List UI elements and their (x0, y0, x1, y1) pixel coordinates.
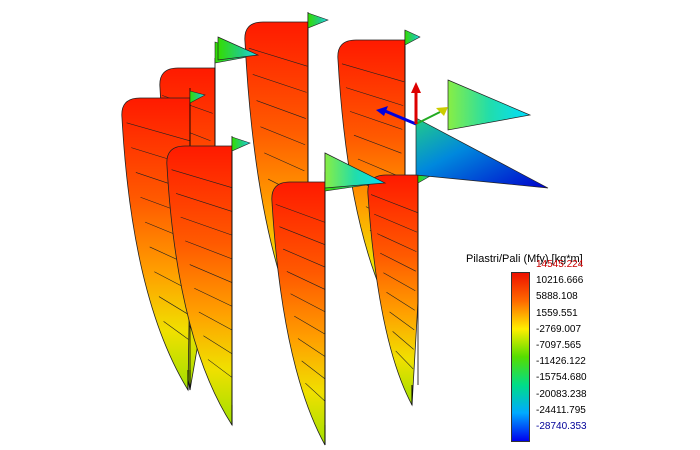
y-axis-arrowhead-icon (436, 107, 448, 116)
legend-title: Pilastri/Pali (Mfy) [kg*m] (466, 253, 583, 265)
legend-value-label: -20083.238 (536, 388, 587, 400)
x-axis-arrowhead-icon (376, 106, 388, 116)
column-moment-diagrams (121, 12, 549, 446)
legend-value-label: -24411.795 (536, 404, 586, 416)
moment-flag (324, 152, 387, 189)
column-diagram[interactable] (166, 136, 251, 427)
legend-value-label: -2769.007 (536, 323, 582, 335)
legend-value-label: 1559.551 (536, 307, 578, 319)
moment-flag (447, 79, 532, 131)
moment-flag (415, 117, 549, 189)
x-axis-icon (384, 109, 417, 126)
legend-color-bar (511, 272, 530, 442)
axis-gizmo[interactable] (376, 82, 448, 126)
z-axis-arrowhead-icon (411, 82, 421, 93)
column-diagram[interactable] (367, 165, 433, 407)
legend-value-label: 5888.108 (536, 291, 578, 303)
legend-value-label: 10216.666 (536, 275, 584, 287)
legend-value-label: 14545.224 (536, 259, 584, 270)
legend-value-label: -15754.680 (536, 372, 587, 384)
legend-value-label: -7097.565 (536, 340, 582, 351)
legend-value-label: -11426.122 (536, 356, 586, 368)
y-axis-icon (415, 111, 441, 125)
legend-value-label: -28740.353 (536, 421, 587, 432)
color-scale-legend: Pilastri/Pali (Mfy) [kg*m] 14545.224 1021… (466, 253, 587, 448)
moment-flag (217, 36, 260, 61)
